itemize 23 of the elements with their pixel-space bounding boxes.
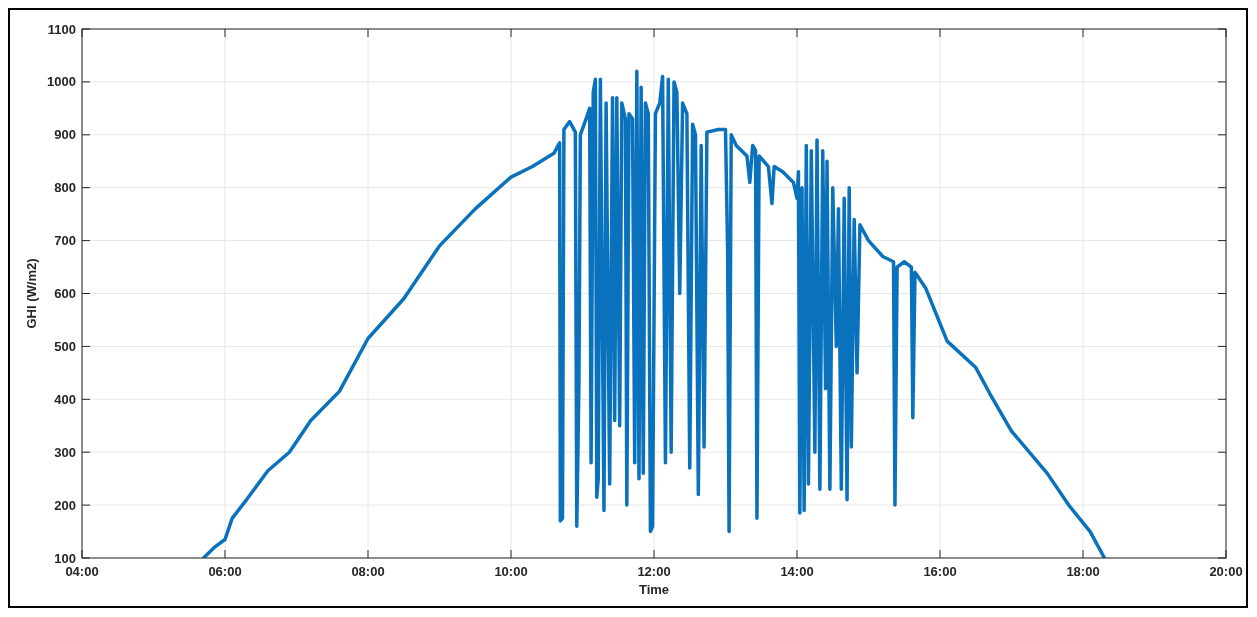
x-tick-label: 12:00 bbox=[637, 564, 671, 579]
x-tick-label: 08:00 bbox=[351, 564, 385, 579]
y-tick-label: 700 bbox=[54, 233, 76, 249]
x-tick-label: 20:00 bbox=[1209, 564, 1243, 579]
line-series bbox=[201, 69, 1107, 558]
x-tick-label: 18:00 bbox=[1066, 564, 1100, 579]
x-tick-label: 10:00 bbox=[494, 564, 528, 579]
y-tick-label: 200 bbox=[54, 497, 76, 513]
x-tick-label: 04:00 bbox=[65, 564, 99, 579]
x-axis-title: Time bbox=[638, 582, 670, 597]
x-tick-label: 16:00 bbox=[923, 564, 957, 579]
y-tick-label: 500 bbox=[54, 338, 76, 354]
x-tick-label: 06:00 bbox=[208, 564, 242, 579]
y-tick-label: 300 bbox=[54, 444, 76, 460]
y-tick-label: 1100 bbox=[47, 21, 76, 37]
y-tick-label: 600 bbox=[54, 286, 76, 302]
y-tick-label: 900 bbox=[54, 127, 76, 143]
y-tick-label: 1000 bbox=[47, 74, 76, 90]
y-axis-title: GHI (W/m2) bbox=[24, 258, 39, 329]
y-tick-label: 800 bbox=[54, 180, 76, 196]
y-tick-label: 400 bbox=[54, 391, 76, 407]
x-tick-label: 14:00 bbox=[780, 564, 814, 579]
y-tick-label: 100 bbox=[54, 550, 76, 566]
